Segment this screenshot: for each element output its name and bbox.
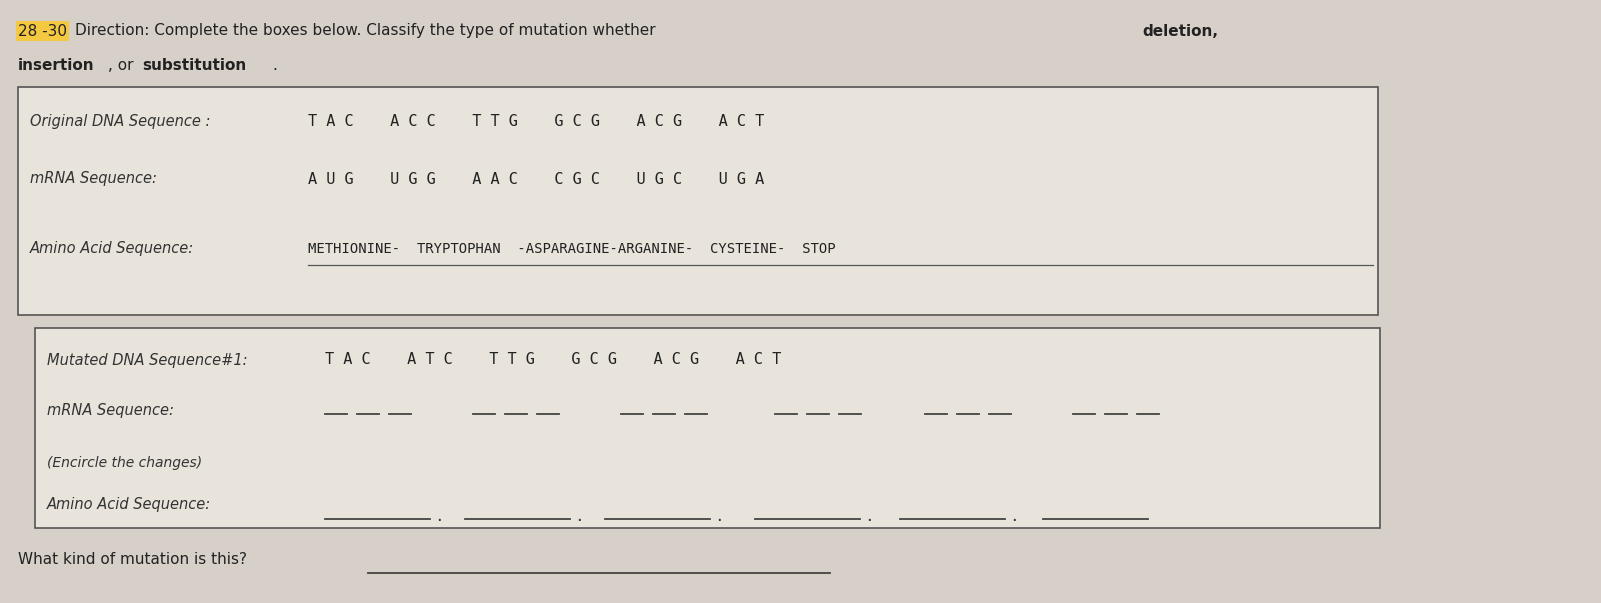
Text: .: . bbox=[866, 507, 873, 525]
Text: T A C    A C C    T T G    G C G    A C G    A C T: T A C A C C T T G G C G A C G A C T bbox=[307, 115, 764, 130]
Text: (Encircle the changes): (Encircle the changes) bbox=[46, 456, 202, 470]
Text: A U G    U G G    A A C    C G C    U G C    U G A: A U G U G G A A C C G C U G C U G A bbox=[307, 171, 764, 186]
Text: Amino Acid Sequence:: Amino Acid Sequence: bbox=[46, 496, 211, 511]
Text: T A C    A T C    T T G    G C G    A C G    A C T: T A C A T C T T G G C G A C G A C T bbox=[325, 353, 781, 367]
Text: 28 -30: 28 -30 bbox=[18, 24, 67, 39]
Text: mRNA Sequence:: mRNA Sequence: bbox=[46, 402, 175, 417]
Text: mRNA Sequence:: mRNA Sequence: bbox=[30, 171, 157, 186]
Text: METHIONINE-  TRYPTOPHAN  -ASPARAGINE-ARGANINE-  CYSTEINE-  STOP: METHIONINE- TRYPTOPHAN -ASPARAGINE-ARGAN… bbox=[307, 242, 836, 256]
Text: insertion: insertion bbox=[18, 57, 94, 72]
Text: What kind of mutation is this?: What kind of mutation is this? bbox=[18, 552, 247, 566]
Text: , or: , or bbox=[107, 57, 138, 72]
Text: Amino Acid Sequence:: Amino Acid Sequence: bbox=[30, 241, 194, 256]
FancyBboxPatch shape bbox=[35, 328, 1380, 528]
FancyBboxPatch shape bbox=[18, 87, 1378, 315]
Text: .: . bbox=[435, 507, 442, 525]
Text: Original DNA Sequence :: Original DNA Sequence : bbox=[30, 115, 210, 130]
Text: .: . bbox=[716, 507, 722, 525]
Text: Direction: Complete the boxes below. Classify the type of mutation whether: Direction: Complete the boxes below. Cla… bbox=[75, 24, 661, 39]
Text: .: . bbox=[1010, 507, 1017, 525]
Text: substitution: substitution bbox=[142, 57, 247, 72]
Text: .: . bbox=[576, 507, 581, 525]
Text: .: . bbox=[272, 57, 277, 72]
Text: deletion,: deletion, bbox=[1142, 24, 1218, 39]
Text: Mutated DNA Sequence#1:: Mutated DNA Sequence#1: bbox=[46, 353, 248, 367]
